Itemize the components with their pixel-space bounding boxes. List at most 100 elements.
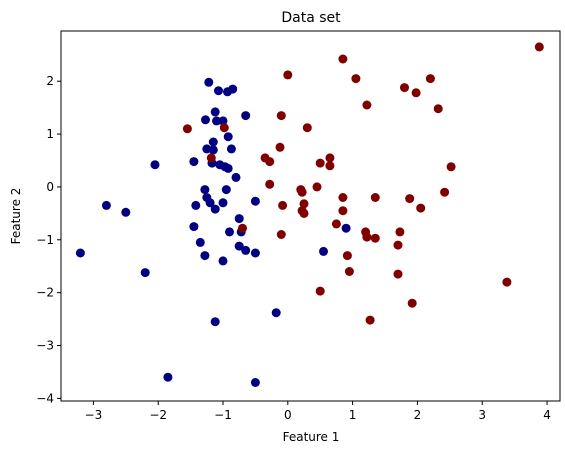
data-point-series-2 xyxy=(395,227,405,237)
data-point-series-2 xyxy=(182,124,192,134)
data-point-series-2 xyxy=(276,111,286,121)
data-point-series-2 xyxy=(416,203,426,213)
data-point-series-2 xyxy=(265,179,275,189)
data-point-series-1 xyxy=(191,200,201,210)
data-point-series-2 xyxy=(325,161,335,171)
data-point-series-1 xyxy=(223,163,233,173)
data-point-series-2 xyxy=(405,194,415,204)
x-tick-label: −2 xyxy=(149,408,167,422)
data-point-series-1 xyxy=(210,317,220,327)
data-point-series-1 xyxy=(140,268,150,278)
plot-frame xyxy=(60,30,561,402)
data-point-series-1 xyxy=(218,256,228,266)
data-point-series-1 xyxy=(221,185,231,195)
data-point-series-2 xyxy=(299,199,309,209)
data-point-series-2 xyxy=(433,104,443,114)
x-tick-label: 1 xyxy=(349,408,357,422)
data-point-series-1 xyxy=(234,214,244,224)
y-tick-label: 1 xyxy=(46,127,54,141)
data-point-series-2 xyxy=(338,206,348,216)
y-tick-label: −4 xyxy=(36,391,54,405)
y-tick-label: −2 xyxy=(36,286,54,300)
data-point-series-1 xyxy=(271,308,281,318)
data-point-series-1 xyxy=(200,251,210,261)
data-point-series-1 xyxy=(228,84,238,94)
y-tick-label: −3 xyxy=(36,339,54,353)
data-point-series-2 xyxy=(338,193,348,202)
data-point-series-2 xyxy=(331,219,341,229)
data-point-series-1 xyxy=(205,198,215,208)
data-point-series-2 xyxy=(370,233,380,243)
data-point-series-1 xyxy=(210,204,220,214)
data-point-series-1 xyxy=(223,132,233,142)
data-point-series-1 xyxy=(225,227,234,237)
data-point-series-2 xyxy=(219,123,229,133)
x-tick-label: 0 xyxy=(284,408,292,422)
data-point-series-1 xyxy=(218,198,228,208)
data-point-series-2 xyxy=(351,74,361,84)
data-point-series-1 xyxy=(212,116,221,126)
data-point-series-2 xyxy=(425,74,435,84)
data-point-series-1 xyxy=(241,245,251,255)
data-point-series-2 xyxy=(302,123,312,133)
data-point-series-2 xyxy=(283,70,293,80)
data-point-series-1 xyxy=(226,144,236,154)
y-tick-label: −1 xyxy=(36,233,54,247)
data-point-series-2 xyxy=(393,269,403,279)
data-point-series-2 xyxy=(393,240,403,250)
y-tick-label: 2 xyxy=(46,74,54,88)
data-point-series-2 xyxy=(276,230,286,239)
data-point-series-2 xyxy=(407,298,417,308)
data-point-series-1 xyxy=(204,77,214,87)
data-point-series-1 xyxy=(150,160,160,170)
data-point-series-2 xyxy=(297,187,307,197)
data-point-series-1 xyxy=(163,372,173,382)
data-point-series-1 xyxy=(250,378,260,387)
data-point-series-2 xyxy=(440,187,450,197)
data-point-series-1 xyxy=(214,86,223,96)
y-axis: −4 −3 −2 −1 0 1 2 xyxy=(36,74,61,405)
data-point-series-1 xyxy=(250,196,260,206)
x-tick-label: 3 xyxy=(478,408,486,422)
data-point-series-2 xyxy=(338,54,348,64)
data-point-series-2 xyxy=(362,232,372,242)
data-point-series-2 xyxy=(362,100,372,110)
data-point-series-2 xyxy=(238,223,247,233)
data-point-series-1 xyxy=(210,107,220,117)
data-point-series-1 xyxy=(341,223,351,233)
data-point-series-1 xyxy=(208,145,218,155)
points-layer xyxy=(75,42,544,387)
x-tick-label: −3 xyxy=(85,408,103,422)
data-point-series-2 xyxy=(278,200,288,210)
data-point-series-2 xyxy=(365,315,375,325)
x-tick-label: 4 xyxy=(543,408,551,422)
data-point-series-2 xyxy=(342,251,352,261)
data-point-series-1 xyxy=(241,111,251,121)
data-point-series-1 xyxy=(121,207,131,217)
data-point-series-2 xyxy=(315,286,325,296)
data-point-series-2 xyxy=(344,267,354,276)
data-point-series-2 xyxy=(534,42,544,52)
data-point-series-2 xyxy=(446,162,456,172)
data-point-series-2 xyxy=(312,182,322,192)
data-point-series-2 xyxy=(275,142,285,152)
data-point-series-1 xyxy=(208,137,218,147)
data-point-series-1 xyxy=(189,222,199,232)
data-point-series-2 xyxy=(265,157,275,167)
data-point-series-2 xyxy=(502,277,512,287)
data-point-series-2 xyxy=(325,153,335,163)
data-point-series-1 xyxy=(195,237,205,247)
data-point-series-2 xyxy=(315,158,325,168)
chart-title: Data set xyxy=(281,10,341,26)
data-point-series-1 xyxy=(234,241,244,251)
y-tick-label: 0 xyxy=(46,180,54,194)
y-axis-label: Feature 2 xyxy=(9,188,23,245)
data-point-series-2 xyxy=(206,153,216,163)
data-point-series-1 xyxy=(101,200,111,210)
x-tick-label: −1 xyxy=(214,408,232,422)
data-point-series-1 xyxy=(319,246,328,256)
x-axis: −3 −2 −1 0 1 2 3 4 xyxy=(85,401,551,422)
data-point-series-2 xyxy=(411,88,421,98)
data-point-series-2 xyxy=(370,193,380,202)
